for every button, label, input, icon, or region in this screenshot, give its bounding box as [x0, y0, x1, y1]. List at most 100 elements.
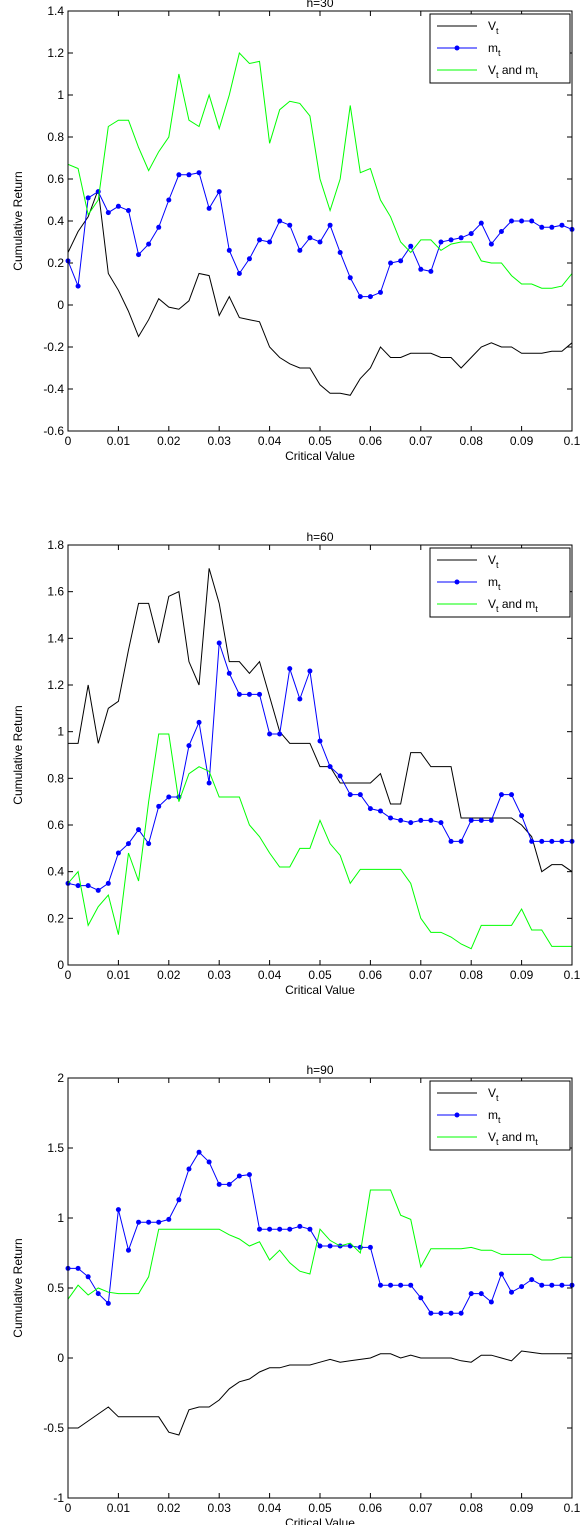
y-tick-label: -0.4: [43, 382, 64, 396]
y-tick-label: -0.6: [43, 424, 64, 438]
y-tick-label: -0.5: [43, 1421, 64, 1435]
point: [176, 172, 182, 178]
point: [458, 838, 464, 844]
point: [357, 792, 363, 798]
point: [539, 838, 545, 844]
x-tick-label: 0.1: [564, 968, 581, 982]
legend-label-part: V: [488, 597, 496, 611]
point: [337, 773, 343, 779]
point: [539, 1282, 545, 1288]
point: [488, 1299, 494, 1305]
y-tick-label: 1: [57, 88, 64, 102]
point: [458, 235, 464, 241]
series-line: [68, 568, 572, 873]
legend-label: Vt: [488, 553, 499, 570]
point: [267, 1226, 273, 1232]
legend-label-part: t: [535, 604, 538, 614]
point: [317, 738, 323, 744]
point: [115, 1207, 121, 1213]
point: [307, 668, 313, 674]
point: [428, 268, 434, 274]
point: [509, 1289, 515, 1295]
legend-label: Vt and mt: [488, 1130, 538, 1147]
y-tick-label: 0.6: [47, 172, 64, 186]
point: [297, 247, 303, 253]
y-axis-label: Cumulative Return: [11, 1238, 25, 1337]
point: [519, 813, 525, 819]
point: [246, 691, 252, 697]
legend-label-part: t: [496, 1137, 499, 1147]
point: [438, 820, 444, 826]
point: [367, 806, 373, 812]
point: [125, 1247, 131, 1253]
point: [277, 731, 283, 737]
point: [428, 1310, 434, 1316]
x-tick-label: 0.03: [208, 434, 232, 448]
point: [267, 239, 273, 245]
legend-label-part: t: [535, 70, 538, 80]
point: [327, 1243, 333, 1249]
point: [498, 229, 504, 234]
x-tick-label: 0.03: [208, 1501, 232, 1515]
x-axis-label: Critical Value: [285, 449, 355, 463]
point: [166, 794, 172, 800]
point: [196, 1149, 202, 1155]
point: [236, 1173, 242, 1179]
x-tick-label: 0.01: [107, 434, 131, 448]
x-tick-label: 0.06: [359, 968, 383, 982]
point: [388, 815, 394, 821]
point: [156, 1219, 162, 1225]
point: [206, 780, 212, 786]
point: [307, 235, 313, 241]
legend-label-part: and m: [499, 63, 536, 77]
point: [267, 731, 273, 737]
x-tick-label: 0.09: [510, 1501, 534, 1515]
x-tick-label: 0.1: [564, 1501, 581, 1515]
point: [529, 218, 535, 224]
x-tick-label: 0.06: [359, 434, 383, 448]
legend-label-part: t: [496, 26, 499, 36]
point: [388, 1282, 394, 1288]
chart-title: h=60: [306, 530, 333, 544]
point: [498, 792, 504, 798]
point: [468, 1291, 474, 1297]
point: [448, 838, 454, 844]
point: [408, 243, 414, 249]
point: [105, 1300, 111, 1306]
point: [509, 218, 515, 224]
point: [398, 1282, 404, 1288]
point: [519, 1284, 525, 1290]
x-tick-label: 0.02: [157, 968, 181, 982]
point: [438, 239, 444, 245]
legend-label-part: and m: [499, 1130, 536, 1144]
y-tick-label: 0.4: [47, 865, 64, 879]
point: [257, 691, 263, 697]
point: [377, 808, 383, 814]
point: [398, 258, 404, 264]
point: [549, 838, 555, 844]
legend-label: mt: [488, 575, 501, 592]
point: [136, 1219, 142, 1225]
point: [85, 883, 91, 889]
series-line: [68, 1189, 572, 1300]
point: [216, 1181, 222, 1187]
point: [377, 1282, 383, 1288]
point: [226, 1181, 232, 1187]
series-line: [68, 733, 572, 950]
point: [226, 247, 232, 253]
legend-label: Vt: [488, 1086, 499, 1103]
subplot: h=60 Critical Value Cumulative Return 0 0.01…: [11, 530, 581, 997]
point: [307, 1226, 313, 1232]
x-tick-label: 0.07: [409, 434, 433, 448]
x-tick-label: 0.05: [308, 1501, 332, 1515]
x-axis-label: Critical Value: [285, 1516, 355, 1525]
x-tick-label: 0.04: [258, 434, 282, 448]
point: [146, 241, 152, 247]
point: [357, 1244, 363, 1250]
point: [297, 696, 303, 702]
legend-label: Vt and mt: [488, 597, 538, 614]
legend-label-part: t: [498, 48, 501, 58]
chart-title: h=90: [306, 1063, 333, 1077]
x-tick-label: 0.01: [107, 968, 131, 982]
point: [125, 208, 131, 213]
